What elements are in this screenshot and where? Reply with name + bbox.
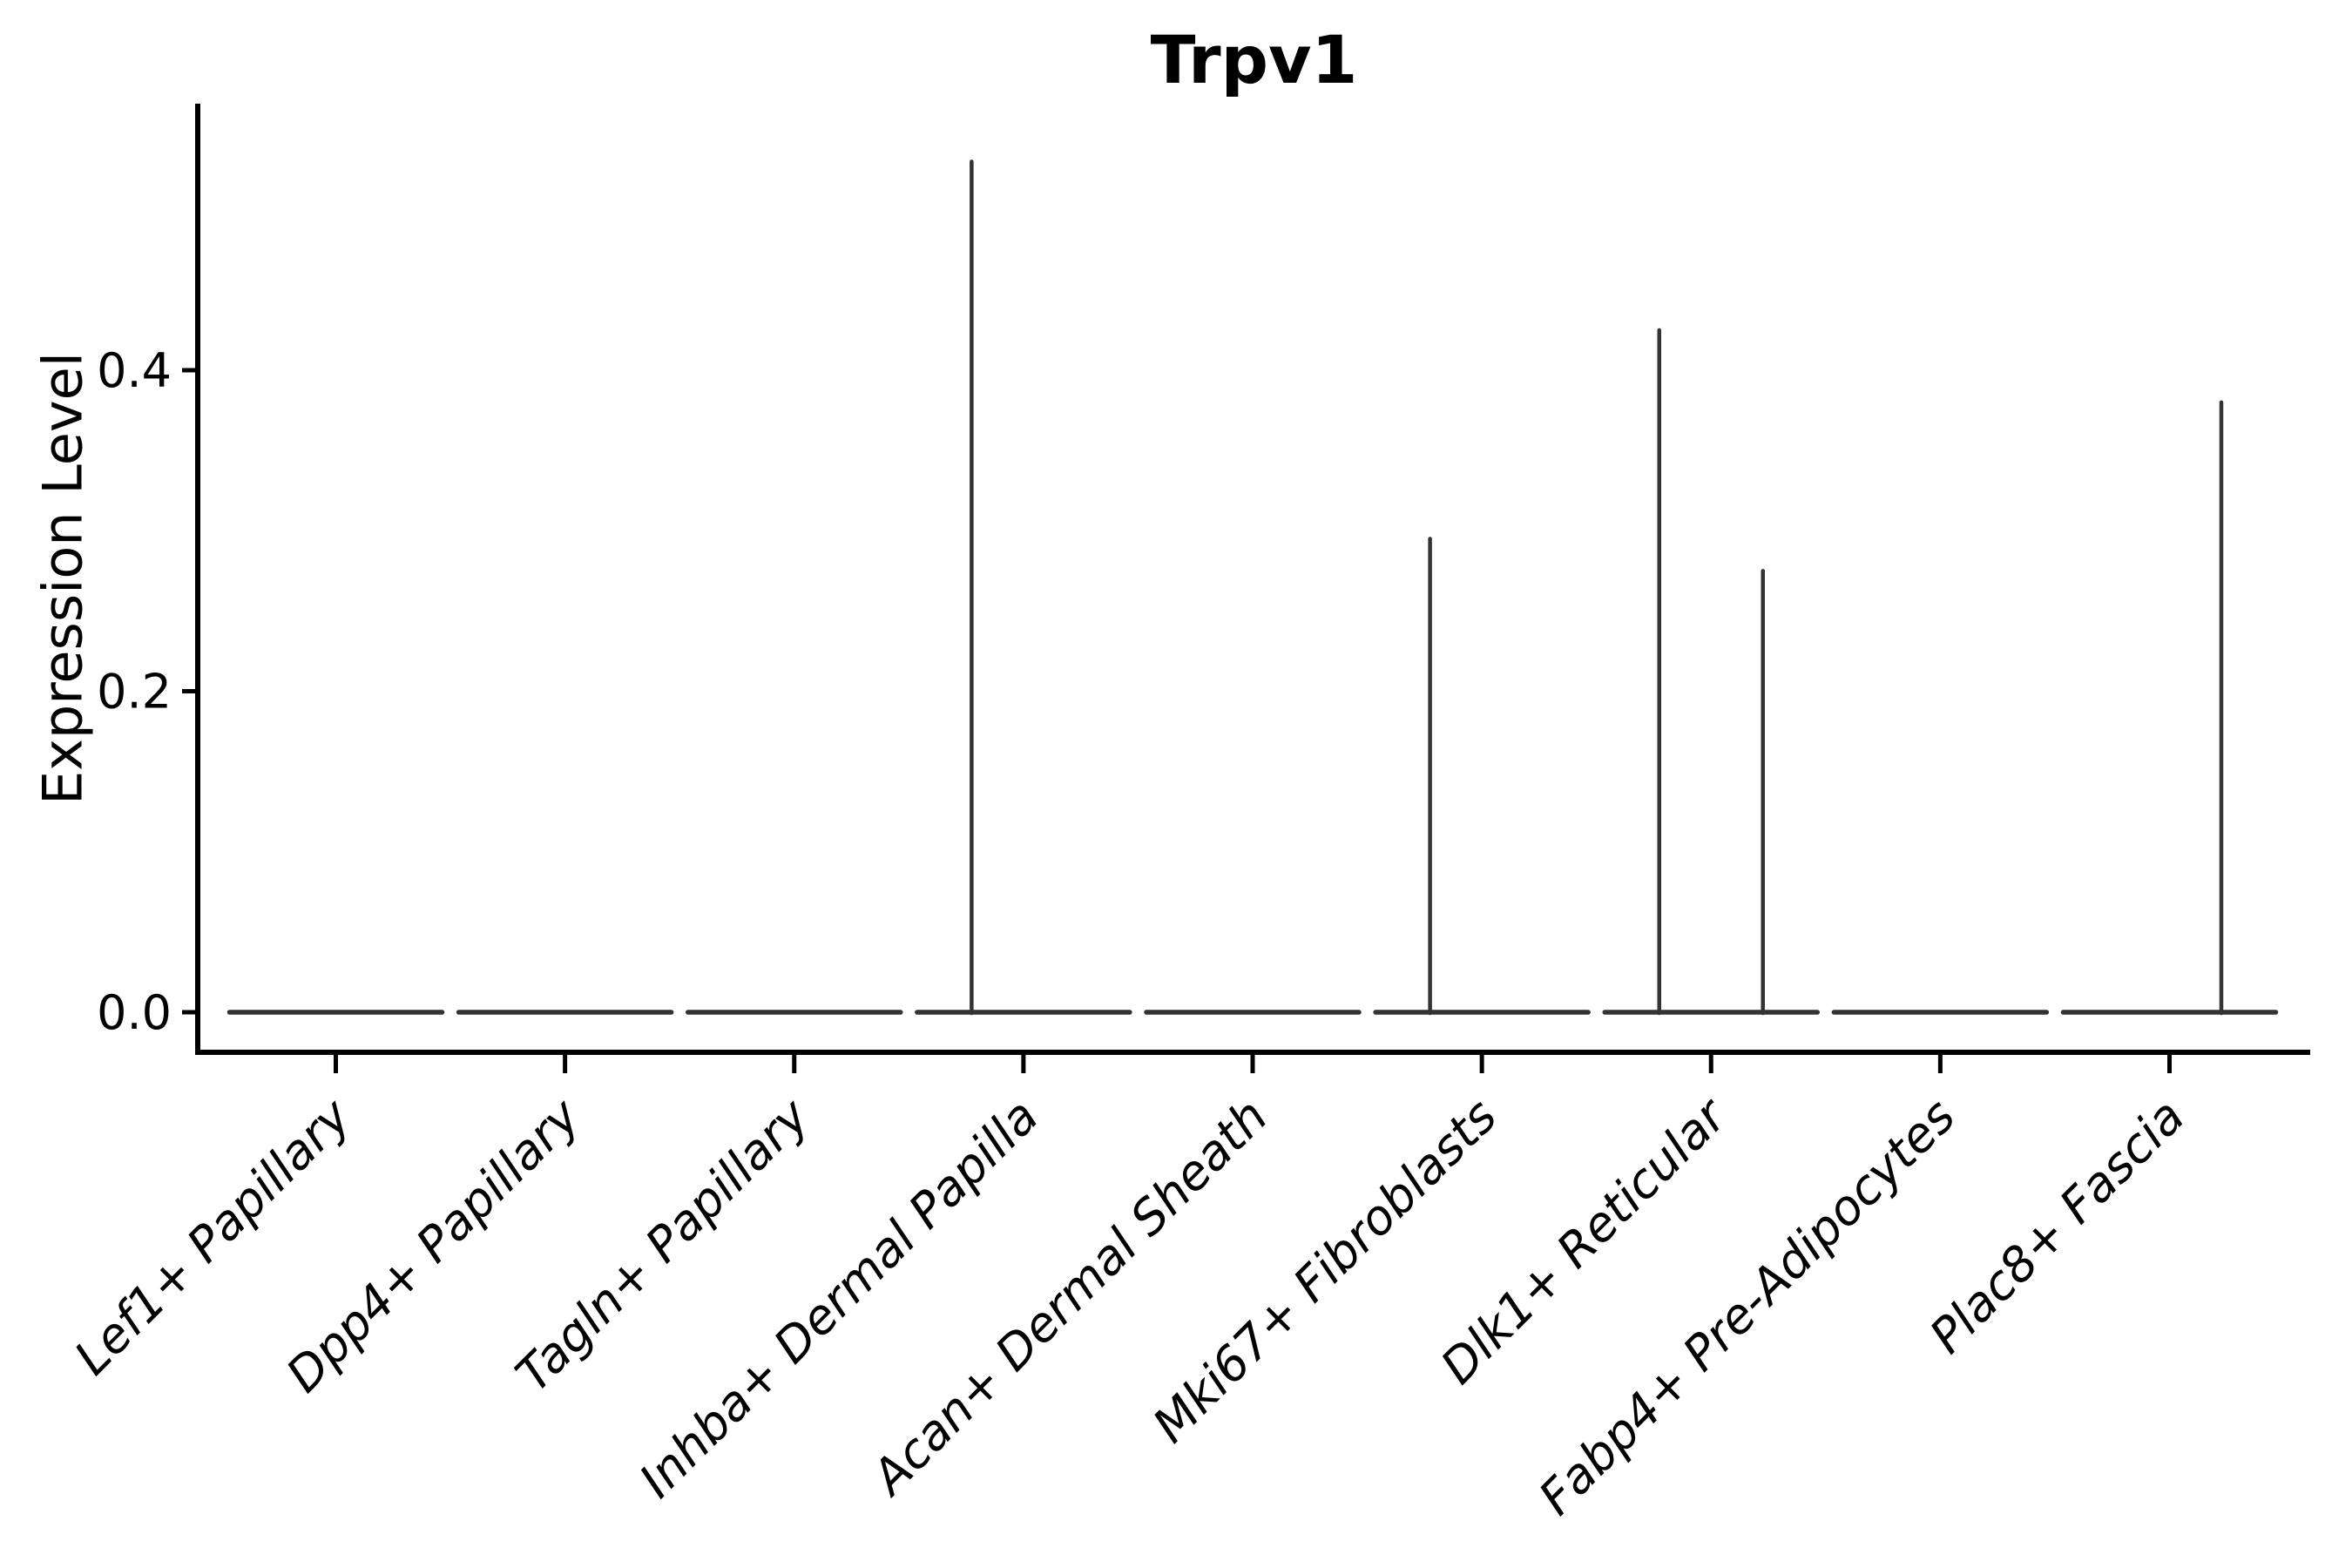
x-tick-label: Inhba+ Dermal Papilla	[629, 1088, 1049, 1508]
y-tick-label: 0.0	[97, 985, 172, 1040]
y-tick-label: 0.2	[97, 665, 172, 720]
x-tick-label: Fabp4+ Pre-Adipocytes	[1528, 1088, 1965, 1525]
y-tick-label: 0.4	[97, 343, 172, 398]
chart-title: Trpv1	[1150, 21, 1358, 98]
x-tick-label: Acan+ Dermal Sheath	[860, 1088, 1279, 1507]
